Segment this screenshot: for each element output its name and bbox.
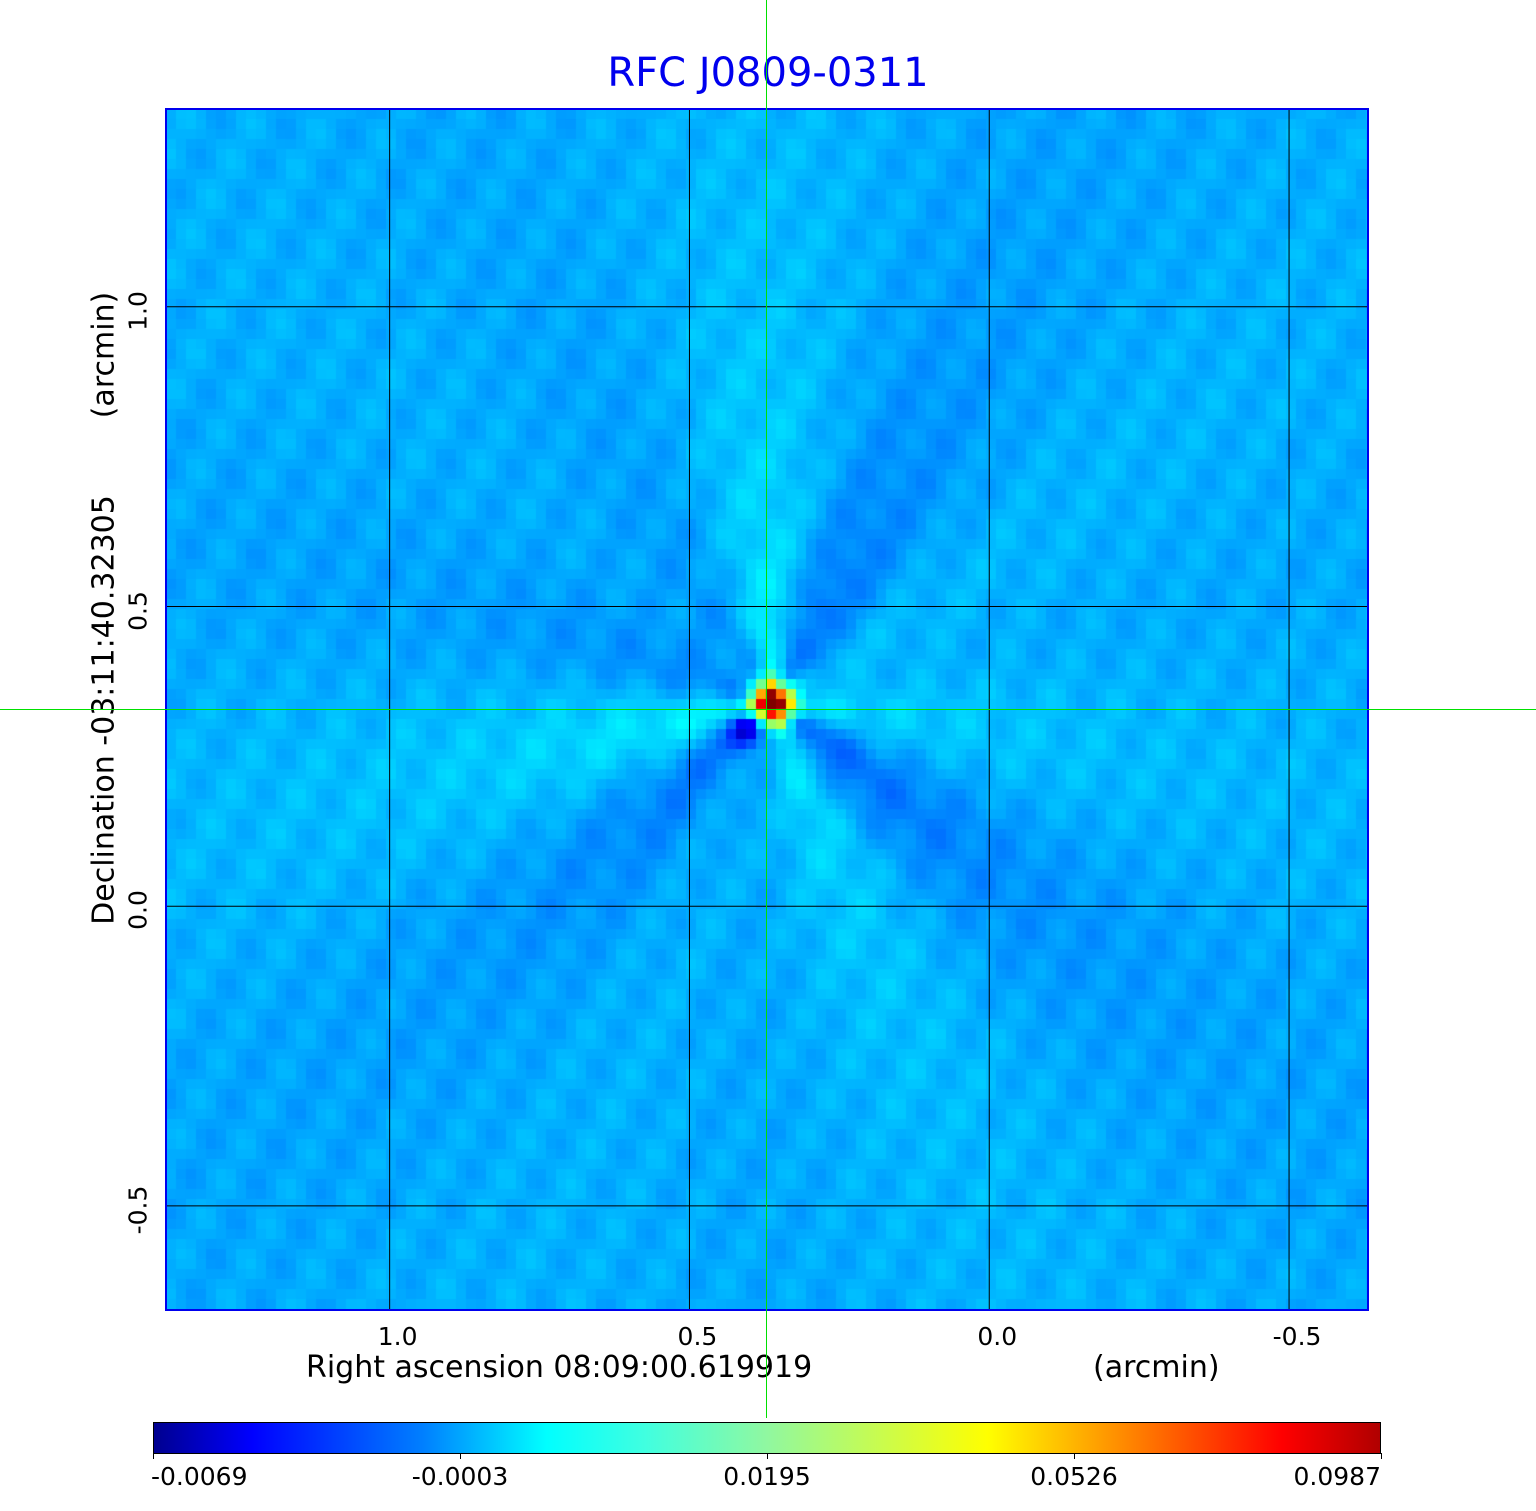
colorbar-tick — [153, 1453, 154, 1459]
x-tick-label: -0.5 — [1272, 1322, 1322, 1351]
colorbar-tick — [1381, 1453, 1382, 1459]
colorbar-tick-label: -0.0003 — [411, 1462, 509, 1491]
x-tick-label: 0.5 — [677, 1322, 718, 1351]
x-axis-label: Right ascension 08:09:00.619919 — [306, 1350, 813, 1385]
y-axis-label: Declination -03:11:40.32305 — [86, 495, 122, 925]
y-axis-unit: (arcmin) — [86, 291, 122, 419]
y-tick-label: 0.5 — [123, 590, 153, 631]
crosshair-horizontal — [0, 709, 1536, 710]
x-tick-label: 0.0 — [977, 1322, 1018, 1351]
x-tick-label: 1.0 — [377, 1322, 418, 1351]
colorbar-tick — [1074, 1453, 1075, 1459]
colorbar-tick-label: 0.0987 — [1293, 1462, 1381, 1491]
colorbar-tick-label: 0.0526 — [1030, 1462, 1118, 1491]
colorbar-tick-label: -0.0069 — [151, 1462, 248, 1491]
colorbar-tick — [460, 1453, 461, 1459]
y-tick-label: 0.0 — [123, 890, 153, 931]
y-tick-label: 1.0 — [123, 290, 153, 331]
colorbar-tick — [767, 1453, 768, 1459]
colorbar — [153, 1422, 1381, 1454]
plot-title: RFC J0809-0311 — [607, 50, 929, 96]
x-axis-unit: (arcmin) — [1093, 1350, 1220, 1385]
y-tick-label: -0.5 — [123, 1185, 153, 1235]
colorbar-tick-label: 0.0195 — [723, 1462, 811, 1491]
